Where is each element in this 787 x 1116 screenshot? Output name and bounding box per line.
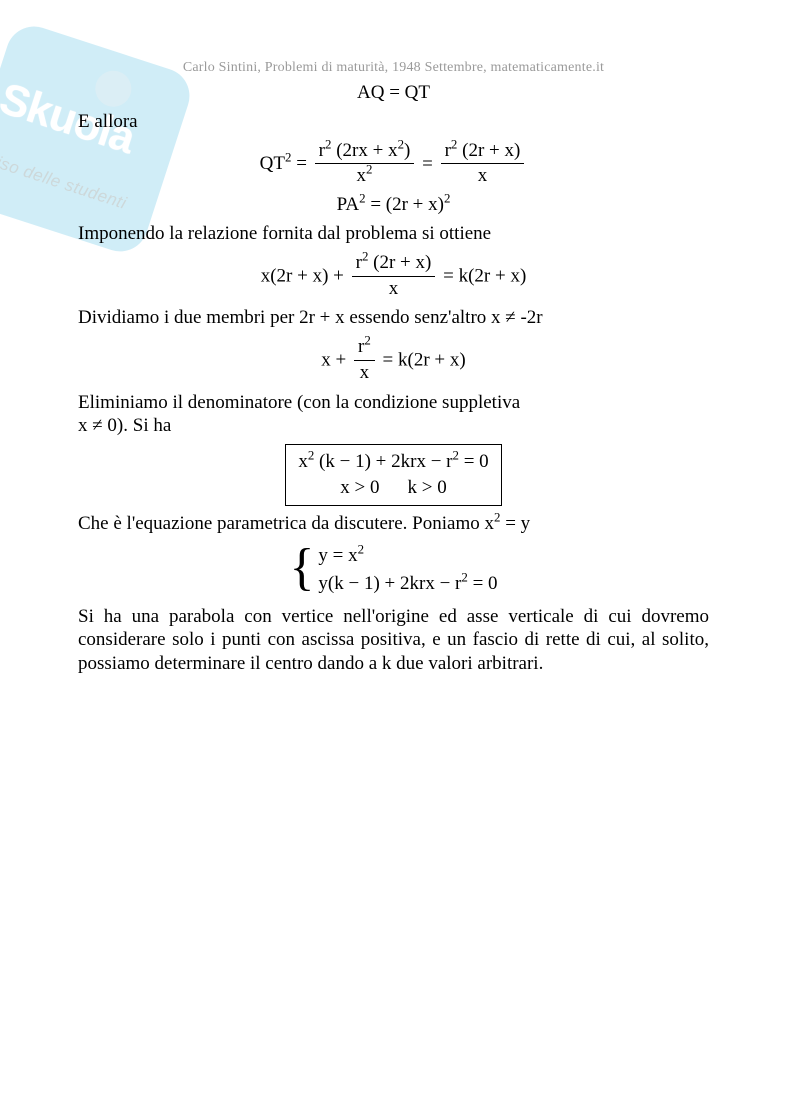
equation-boxed: x2 (k − 1) + 2krx − r2 = 0 x > 0k > 0 bbox=[78, 444, 709, 506]
text-parametrica: Che è l'equazione parametrica da discute… bbox=[78, 512, 709, 536]
text-eliminiamo: Eliminiamo il denominatore (con la condi… bbox=[78, 391, 709, 415]
equation-system: { y = x2 y(k − 1) + 2krx − r2 = 0 bbox=[78, 542, 709, 599]
text-eliminiamo-b: x ≠ 0). Si ha bbox=[78, 414, 709, 438]
equation-pa2: PA2 = (2r + x)2 bbox=[78, 194, 709, 216]
text-e-allora: E allora bbox=[78, 110, 709, 134]
equation-aq-qt: AQ = QT bbox=[78, 82, 709, 104]
equation-divided: x + r2 x = k(2r + x) bbox=[78, 336, 709, 385]
page-header: Carlo Sintini, Problemi di maturità, 194… bbox=[78, 60, 709, 76]
equation-qt2: QT2 = r2 (2rx + x2) x2 = r2 (2r + x) x bbox=[78, 140, 709, 189]
text-imponendo: Imponendo la relazione fornita dal probl… bbox=[78, 222, 709, 246]
text-parabola: Si ha una parabola con vertice nell'orig… bbox=[78, 605, 709, 676]
text-dividiamo: Dividiamo i due membri per 2r + x essend… bbox=[78, 306, 709, 330]
equation-relation: x(2r + x) + r2 (2r + x) x = k(2r + x) bbox=[78, 252, 709, 301]
